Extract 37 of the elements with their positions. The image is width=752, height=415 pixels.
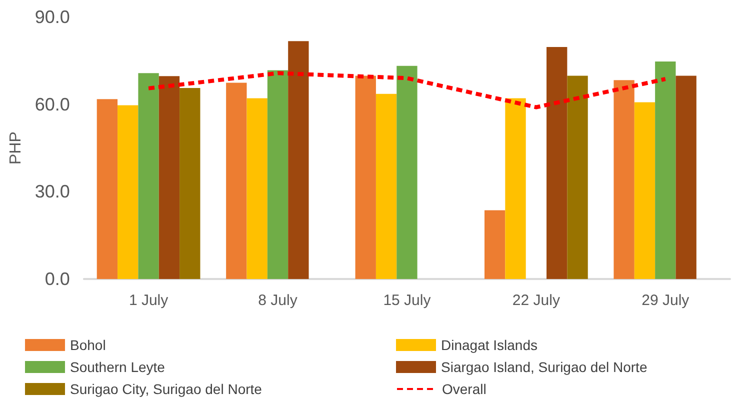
bar bbox=[138, 73, 159, 279]
bar bbox=[355, 76, 376, 279]
line-series bbox=[146, 71, 668, 110]
bar bbox=[288, 41, 309, 279]
legend-label: Southern Leyte bbox=[70, 359, 166, 375]
bar bbox=[376, 94, 397, 279]
bar bbox=[655, 62, 676, 279]
bar bbox=[158, 76, 180, 279]
bar bbox=[246, 98, 268, 279]
legend-label: Bohol bbox=[70, 337, 106, 353]
bar bbox=[634, 102, 656, 279]
bar bbox=[226, 82, 247, 279]
bar bbox=[546, 46, 568, 279]
bar bbox=[505, 98, 526, 279]
bar bbox=[267, 70, 288, 279]
y-tick-label: 90.0 bbox=[34, 7, 70, 27]
bar bbox=[118, 105, 138, 279]
bar bbox=[396, 66, 418, 279]
x-tick-label: 1 July bbox=[128, 292, 169, 309]
bar bbox=[567, 76, 588, 279]
bar bbox=[614, 80, 634, 279]
y-tick-label: 0.0 bbox=[44, 269, 70, 289]
x-tick-label: 22 July bbox=[512, 292, 560, 309]
x-tick-label: 29 July bbox=[642, 292, 690, 309]
x-tick-label: 8 July bbox=[258, 292, 298, 309]
bar bbox=[676, 76, 696, 279]
legend-label: Siargao Island, Surigao del Norte bbox=[441, 359, 648, 375]
bar bbox=[96, 99, 118, 279]
y-tick-label: 30.0 bbox=[34, 182, 70, 202]
legend-label: Overall bbox=[442, 381, 486, 397]
bar bbox=[484, 210, 506, 279]
legend-label: Surigao City, Surigao del Norte bbox=[70, 381, 262, 397]
legend-label: Dinagat Islands bbox=[441, 337, 538, 353]
y-tick-label: 60.0 bbox=[34, 94, 70, 114]
x-tick-label: 15 July bbox=[383, 292, 432, 309]
y-axis-title: PHP bbox=[8, 132, 24, 164]
bar bbox=[180, 88, 200, 279]
